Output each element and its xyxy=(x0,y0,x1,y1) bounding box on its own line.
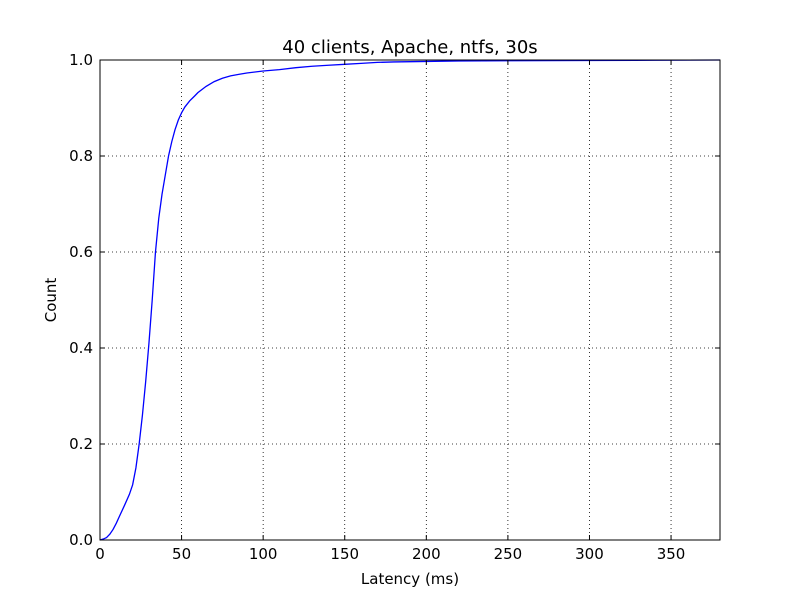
x-tick-label: 200 xyxy=(412,545,441,563)
tick-labels: 0 50 100 150 200 250 300 350 0.0 0.2 0.4 0.6 0.8 1.0 xyxy=(69,51,685,563)
x-tick-label: 100 xyxy=(249,545,278,563)
y-axis-label: Count xyxy=(42,278,60,323)
x-axis-label: Latency (ms) xyxy=(361,570,459,588)
series-layer xyxy=(99,59,721,541)
x-tick-label: 250 xyxy=(494,545,523,563)
cdf-line xyxy=(99,59,721,541)
y-tick-label: 1.0 xyxy=(69,51,93,69)
y-tick-label: 0.0 xyxy=(69,531,93,549)
x-tick-label: 0 xyxy=(95,545,105,563)
x-tick-label: 300 xyxy=(575,545,604,563)
y-tick-label: 0.4 xyxy=(69,339,93,357)
y-tick-label: 0.6 xyxy=(69,243,93,261)
x-tick-label: 50 xyxy=(172,545,191,563)
ticks xyxy=(99,59,720,541)
chart-title: 40 clients, Apache, ntfs, 30s xyxy=(282,37,537,58)
y-tick-label: 0.8 xyxy=(69,147,93,165)
plot-frame xyxy=(99,59,721,541)
y-tick-label: 0.2 xyxy=(69,435,93,453)
grid-lines xyxy=(100,60,720,540)
x-tick-label: 150 xyxy=(330,545,359,563)
x-tick-label: 350 xyxy=(657,545,686,563)
